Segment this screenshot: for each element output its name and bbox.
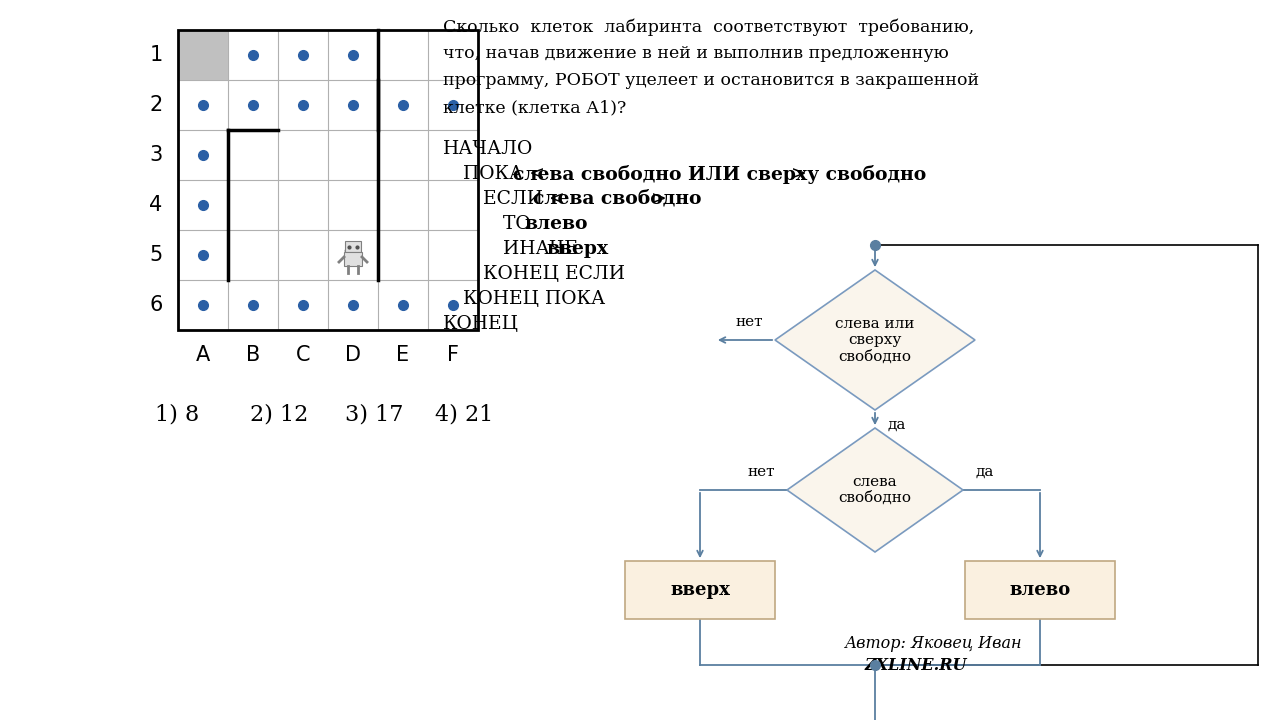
Text: да: да	[887, 418, 905, 432]
Text: E: E	[397, 345, 410, 365]
Text: B: B	[246, 345, 260, 365]
Text: 2) 12: 2) 12	[250, 404, 308, 426]
Text: >: >	[786, 165, 808, 183]
Text: 6: 6	[150, 295, 163, 315]
Bar	[965, 561, 1115, 619]
Text: нет: нет	[736, 315, 763, 329]
Text: КОНЕЦ ЕСЛИ: КОНЕЦ ЕСЛИ	[483, 265, 625, 283]
Text: ЕСЛИ <: ЕСЛИ <	[483, 190, 571, 208]
Bar	[625, 561, 774, 619]
Text: 1) 8: 1) 8	[155, 404, 200, 426]
Bar	[178, 30, 477, 330]
Text: вверх: вверх	[547, 240, 608, 258]
Text: 4: 4	[150, 195, 163, 215]
Text: 4) 21: 4) 21	[435, 404, 493, 426]
Text: ⚙: ⚙	[342, 243, 365, 267]
Text: влево: влево	[525, 215, 588, 233]
Text: D: D	[346, 345, 361, 365]
Text: Сколько  клеток  лабиринта  соответствуют  требованию,: Сколько клеток лабиринта соответствуют т…	[443, 18, 974, 35]
Text: 5: 5	[150, 245, 163, 265]
Text: что, начав движение в ней и выполнив предложенную: что, начав движение в ней и выполнив пре…	[443, 45, 948, 62]
Text: слева или
сверху
свободно: слева или сверху свободно	[836, 317, 915, 364]
Text: ТО: ТО	[503, 215, 536, 233]
Bar	[344, 252, 362, 266]
Text: вверх: вверх	[669, 581, 730, 599]
Bar	[346, 241, 361, 252]
Text: влево: влево	[1010, 581, 1070, 599]
Text: слева свободно ИЛИ сверху свободно: слева свободно ИЛИ сверху свободно	[513, 165, 927, 184]
Text: ИНАЧЕ: ИНАЧЕ	[503, 240, 584, 258]
Text: КОНЕЦ ПОКА: КОНЕЦ ПОКА	[463, 290, 605, 308]
Text: 1: 1	[150, 45, 163, 65]
Text: да: да	[975, 465, 993, 479]
Text: ZXLINE.RU: ZXLINE.RU	[865, 657, 968, 674]
Text: 3: 3	[150, 145, 163, 165]
Text: 2: 2	[150, 95, 163, 115]
Text: нет: нет	[748, 465, 774, 479]
Bar	[178, 30, 228, 80]
Text: КОНЕЦ: КОНЕЦ	[443, 315, 518, 333]
Text: НАЧАЛО: НАЧАЛО	[443, 140, 534, 158]
Text: 3) 17: 3) 17	[346, 404, 403, 426]
Text: программу, РОБОТ уцелеет и остановится в закрашенной: программу, РОБОТ уцелеет и остановится в…	[443, 72, 979, 89]
Polygon shape	[774, 270, 975, 410]
Polygon shape	[787, 428, 963, 552]
Text: слева свободно: слева свободно	[534, 190, 701, 208]
Text: Автор: Яковец Иван: Автор: Яковец Иван	[845, 635, 1023, 652]
Text: слева
свободно: слева свободно	[838, 474, 911, 505]
Text: клетке (клетка А1)?: клетке (клетка А1)?	[443, 99, 626, 116]
Text: >: >	[645, 190, 667, 208]
Text: F: F	[447, 345, 460, 365]
Text: A: A	[196, 345, 210, 365]
Text: ПОКА <: ПОКА <	[463, 165, 550, 183]
Text: C: C	[296, 345, 310, 365]
